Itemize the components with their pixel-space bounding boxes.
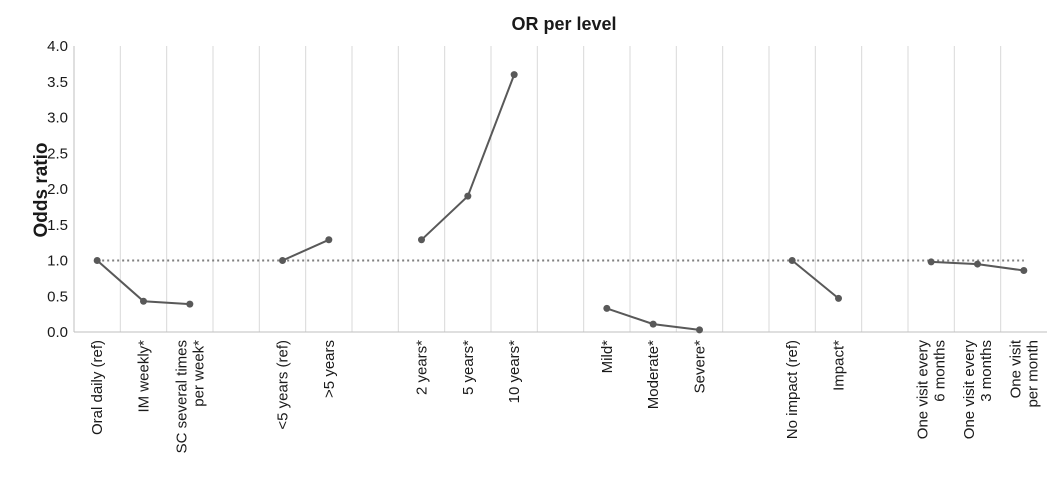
x-tick-label: One visit every3 months — [961, 340, 995, 440]
x-tick-label: One visit every6 months — [915, 340, 949, 440]
y-tick-label: 3.0 — [47, 110, 68, 127]
axes — [73, 46, 1047, 333]
x-tick-label-line: One visit every — [915, 340, 932, 440]
data-point — [464, 192, 472, 200]
x-tick-label-line: per week* — [190, 340, 207, 407]
y-tick-label: 1.0 — [47, 253, 68, 270]
x-tick-label-line: Mild* — [599, 340, 616, 374]
series-line — [96, 259, 190, 306]
data-point — [696, 326, 703, 334]
data-point — [603, 304, 611, 312]
x-tick-label: Moderate* — [645, 340, 662, 409]
x-tick-labels: Oral daily (ref) IM weekly* SC several tim… — [89, 339, 1041, 453]
x-tick-label: Impact* — [831, 340, 848, 391]
y-tick-label: 4.0 — [47, 38, 68, 55]
data-point — [649, 320, 657, 328]
x-tick-label: Mild* — [599, 340, 616, 374]
series-line — [420, 74, 516, 241]
chart-title: OR per level — [511, 14, 616, 34]
y-tick-label: 0.0 — [47, 324, 68, 341]
x-tick-label: One visitper month — [1007, 339, 1041, 407]
gridlines — [119, 46, 1002, 332]
x-tick-label-line: One visit every — [961, 340, 978, 440]
x-tick-label-line: <5 years (ref) — [275, 340, 292, 430]
x-tick-label-line: >5 years — [321, 340, 338, 398]
x-tick-label: Severe* — [692, 340, 709, 394]
y-axis-label: Odds ratio — [31, 142, 52, 237]
x-tick-label-line: per month — [1024, 340, 1041, 408]
data-point — [927, 258, 935, 266]
x-tick-label-line: 10 years* — [506, 340, 523, 404]
y-tick-label: 1.5 — [47, 217, 68, 234]
data-point — [974, 260, 981, 268]
y-tick-label: 2.0 — [47, 181, 68, 198]
x-tick-label: <5 years (ref) — [275, 340, 292, 430]
x-tick-label-line: Oral daily (ref) — [89, 340, 106, 435]
x-tick-label: 5 years* — [460, 340, 477, 395]
data-point — [279, 257, 286, 264]
series-line — [282, 238, 330, 262]
data-point — [418, 236, 425, 244]
data-point — [510, 71, 518, 79]
x-tick-label-line: SC several times — [173, 340, 190, 453]
x-tick-label: IM weekly* — [136, 340, 153, 413]
x-tick-label-line: 3 months — [978, 340, 995, 402]
data-point — [140, 297, 147, 305]
data-point — [325, 236, 333, 244]
data-point — [788, 257, 796, 264]
y-tick-label: 3.5 — [47, 74, 68, 91]
series-lines — [96, 74, 1024, 331]
y-tick-label: 2.5 — [47, 145, 68, 162]
data-point — [1020, 267, 1028, 275]
x-tick-label-line: One visit — [1007, 339, 1024, 398]
x-tick-label: 10 years* — [506, 340, 523, 404]
data-point — [186, 300, 194, 308]
data-point — [93, 257, 101, 264]
x-tick-label-line: Moderate* — [645, 340, 662, 409]
x-tick-label: 2 years* — [414, 340, 431, 395]
x-tick-label: SC several timesper week* — [173, 340, 207, 454]
x-tick-label: >5 years — [321, 340, 338, 398]
x-tick-label: No impact (ref) — [784, 340, 801, 439]
x-tick-label-line: Severe* — [692, 340, 709, 394]
x-tick-label-line: Impact* — [831, 340, 848, 391]
x-tick-label-line: 6 months — [932, 340, 949, 402]
data-point — [835, 294, 842, 302]
y-tick-label: 0.5 — [47, 288, 68, 305]
data-points — [93, 71, 1028, 334]
x-tick-label-line: 2 years* — [414, 340, 431, 395]
x-tick-label-line: No impact (ref) — [784, 340, 801, 439]
y-tick-labels: 0.0 0.5 1.0 1.5 2.0 2.5 3.0 3.5 4.0 — [47, 38, 68, 341]
x-tick-label-line: IM weekly* — [136, 340, 153, 413]
x-tick-label-line: 5 years* — [460, 340, 477, 395]
x-tick-label: Oral daily (ref) — [89, 340, 106, 435]
series-line — [791, 259, 840, 300]
